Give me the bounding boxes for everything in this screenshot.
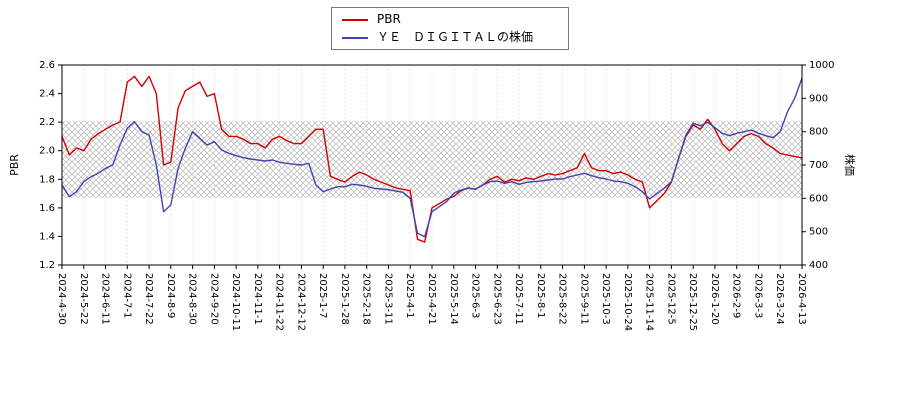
x-axis-tick-label: 2024-8-9 (165, 273, 176, 318)
x-axis-tick-label: 2026-3-24 (774, 273, 785, 325)
right-axis-tick-label: 400 (809, 260, 828, 271)
plot-border (61, 64, 803, 266)
x-axis-tick-label: 2024-5-22 (78, 273, 89, 325)
x-axis-tick-label: 2024-11-22 (274, 273, 285, 331)
right-axis-tick-label: 1000 (809, 60, 834, 71)
right-axis-title: 株価 (843, 154, 857, 176)
x-axis-tick-label: 2024-7-22 (143, 273, 154, 325)
left-axis-tick-label: 1.6 (39, 203, 55, 214)
stock-price-line-swatch (342, 36, 368, 39)
x-axis-tick-label: 2024-6-11 (100, 273, 111, 325)
pbr-line-swatch (342, 18, 368, 21)
x-axis-tick-label: 2026-4-13 (796, 273, 807, 325)
x-axis-tick-label: 2025-1-28 (339, 273, 350, 325)
left-axis-tick-label: 2.0 (39, 146, 55, 157)
x-axis-tick-label: 2026-1-20 (709, 273, 720, 325)
x-axis-tick-label: 2025-1-7 (317, 273, 328, 318)
legend-label-stock-price: ＹＥ ＤＩＧＩＴＡＬの株価 (377, 30, 534, 45)
x-axis-tick-label: 2025-4-1 (404, 273, 415, 318)
hatched-band (62, 120, 802, 198)
x-axis-tick-label: 2025-12-25 (687, 273, 698, 331)
x-axis-tick-label: 2025-11-14 (644, 273, 655, 331)
left-axis-tick-label: 2.2 (39, 117, 55, 128)
right-axis-tick-label: 600 (809, 193, 828, 204)
x-axis-tick-label: 2025-8-1 (535, 273, 546, 318)
right-axis-tick-label: 500 (809, 227, 828, 238)
x-axis-tick-label: 2024-7-1 (121, 273, 132, 318)
x-axis-tick-label: 2025-8-22 (557, 273, 568, 325)
legend: PBR ＹＥ ＤＩＧＩＴＡＬの株価 (331, 7, 569, 51)
x-axis-tick-label: 2025-5-14 (448, 273, 459, 325)
series-line-stock-price (61, 77, 803, 238)
legend-item-pbr: PBR (342, 12, 552, 26)
x-axis-tick-label: 2025-6-23 (491, 273, 502, 325)
x-axis-tick-label: 2024-8-30 (187, 273, 198, 325)
x-axis-tick-label: 2025-10-3 (600, 273, 611, 325)
x-axis-tick-label: 2025-6-3 (470, 273, 481, 318)
left-axis-tick-label: 1.4 (39, 231, 55, 242)
x-axis-tick-label: 2026-2-9 (731, 273, 742, 318)
right-axis-tick-label: 900 (809, 93, 828, 104)
left-axis-tick-label: 1.8 (39, 174, 55, 185)
x-axis-tick-label: 2024-10-11 (230, 273, 241, 331)
left-axis-tick-label: 1.2 (39, 260, 55, 271)
x-axis-tick-label: 2025-10-24 (622, 273, 633, 331)
x-axis-tick-label: 2026-3-3 (753, 273, 764, 318)
x-axis-tick-label: 2025-7-11 (513, 273, 524, 325)
legend-item-stock-price: ＹＥ ＤＩＧＩＴＡＬの株価 (342, 30, 552, 45)
left-axis-tick-label: 2.4 (39, 89, 55, 100)
x-axis-tick-label: 2024-12-12 (295, 273, 306, 331)
x-axis-tick-label: 2024-4-30 (56, 273, 67, 325)
right-axis-tick-label: 800 (809, 127, 828, 138)
legend-label-pbr: PBR (377, 12, 401, 26)
x-axis-tick-label: 2024-9-20 (208, 273, 219, 325)
x-axis-tick-label: 2025-4-21 (426, 273, 437, 325)
left-axis-title: PBR (8, 154, 21, 176)
x-axis-tick-label: 2025-2-18 (361, 273, 372, 325)
right-axis-tick-label: 700 (809, 160, 828, 171)
x-axis-tick-label: 2024-11-1 (252, 273, 263, 325)
left-axis-tick-label: 2.6 (39, 60, 55, 71)
x-axis-tick-label: 2025-12-5 (665, 273, 676, 325)
x-axis-tick-label: 2025-9-11 (578, 273, 589, 325)
x-axis-tick-label: 2025-3-11 (383, 273, 394, 325)
